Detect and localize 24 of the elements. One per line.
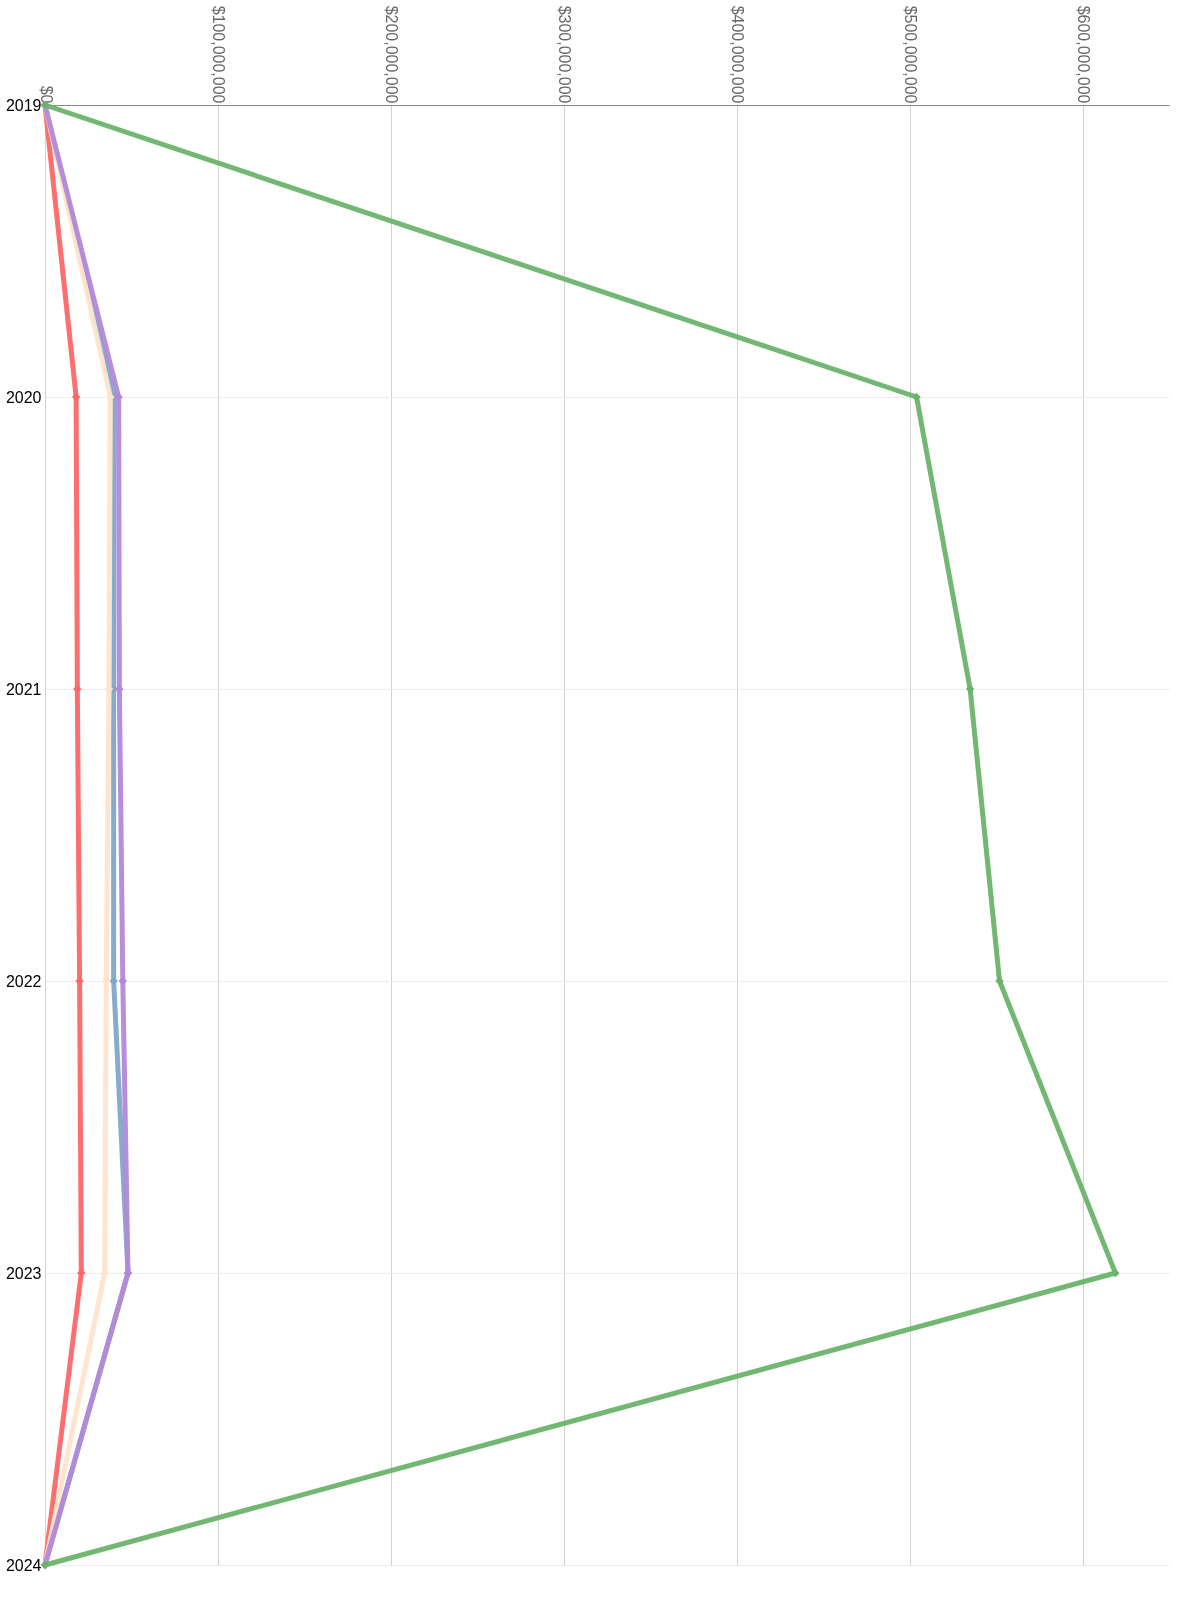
y-tick-label: 2022: [5, 972, 42, 990]
y-tick-label: 2019: [5, 96, 42, 114]
point: [912, 392, 921, 402]
point: [71, 392, 81, 402]
point: [1111, 1268, 1120, 1278]
point: [73, 684, 82, 694]
point: [109, 976, 118, 986]
point: [118, 976, 127, 986]
y-tick-label: 2021: [5, 680, 42, 698]
x-tick-label: $400,000,000: [729, 5, 747, 104]
point: [77, 1268, 86, 1278]
point: [115, 684, 124, 694]
x-tick-label: $300,000,000: [556, 5, 574, 104]
x-tick-label: $200,000,000: [383, 5, 401, 104]
x-tick-label: $600,000,000: [1075, 5, 1093, 104]
y-tick-label: 2020: [5, 388, 42, 406]
x-tick-label: $100,000,000: [210, 5, 228, 104]
y-tick-label: 2024: [5, 1556, 42, 1574]
point: [114, 392, 123, 402]
x-tick-label: $500,000,000: [902, 5, 920, 104]
point: [75, 976, 84, 986]
y-tick-label: 2023: [5, 1264, 42, 1282]
point: [965, 684, 975, 694]
point: [995, 976, 1004, 986]
